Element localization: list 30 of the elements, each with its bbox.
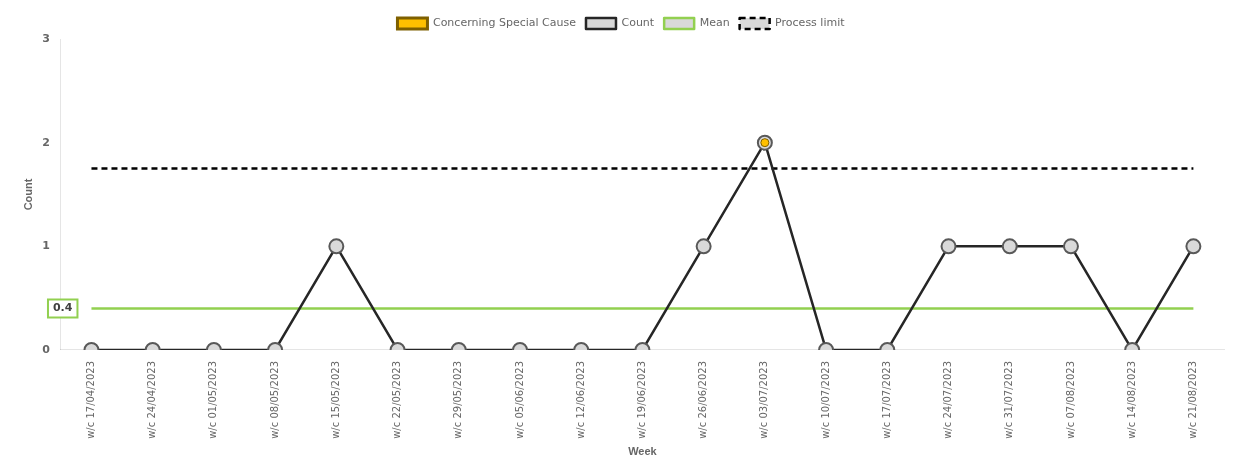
x-tick-label: w/c 14/08/2023 — [1125, 360, 1137, 439]
x-tick-label: w/c 22/05/2023 — [391, 360, 403, 439]
x-tick-label: w/c 19/06/2023 — [636, 360, 648, 439]
x-tick-label: w/c 17/04/2023 — [85, 360, 97, 439]
x-tick-label: w/c 05/06/2023 — [513, 360, 525, 439]
x-tick-label: w/c 03/07/2023 — [758, 360, 770, 439]
y-tick-label: 0 — [42, 342, 51, 356]
x-tick-label: w/c 31/07/2023 — [1003, 360, 1015, 439]
legend-label: Mean — [699, 16, 730, 30]
x-tick-label: w/c 29/05/2023 — [452, 360, 464, 439]
x-tick-label: w/c 08/05/2023 — [268, 360, 280, 439]
x-tick-label: w/c 26/06/2023 — [697, 360, 709, 439]
y-tick-label: 3 — [42, 31, 50, 45]
x-tick-label: w/c 24/07/2023 — [942, 360, 954, 439]
y-tick-label: 2 — [42, 135, 50, 149]
y-tick-label: 1 — [42, 239, 50, 253]
x-tick-label: w/c 07/08/2023 — [1064, 360, 1076, 439]
x-tick-label: w/c 17/07/2023 — [880, 360, 892, 439]
legend-label: Process limit — [775, 16, 846, 30]
x-tick-label: w/c 10/07/2023 — [819, 360, 831, 439]
y-axis-title: Count — [21, 178, 34, 211]
x-tick-label: w/c 12/06/2023 — [574, 360, 586, 439]
x-tick-label: w/c 01/05/2023 — [207, 360, 219, 439]
x-tick-label: w/c 24/04/2023 — [146, 360, 158, 439]
legend-label: Concerning Special Cause — [432, 16, 577, 30]
annotation: 0.4 — [52, 301, 73, 315]
x-tick-label: w/c 15/05/2023 — [329, 360, 341, 439]
legend-label: Count — [621, 16, 655, 30]
x-tick-label: w/c 21/08/2023 — [1186, 360, 1198, 439]
x-axis-title: Week — [628, 445, 658, 458]
